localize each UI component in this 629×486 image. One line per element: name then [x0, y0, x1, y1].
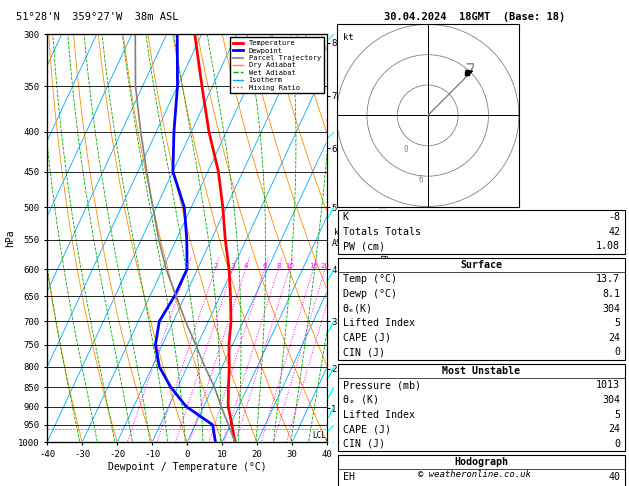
Text: 20: 20	[321, 263, 330, 269]
Text: CAPE (J): CAPE (J)	[343, 333, 391, 343]
Text: 24: 24	[608, 424, 620, 434]
Text: Totals Totals: Totals Totals	[343, 227, 421, 237]
Text: Surface: Surface	[460, 260, 503, 270]
Text: 304: 304	[602, 395, 620, 405]
Text: PW (cm): PW (cm)	[343, 242, 385, 251]
Text: -8: -8	[608, 212, 620, 222]
Text: 51°28'N  359°27'W  38m ASL: 51°28'N 359°27'W 38m ASL	[16, 12, 179, 22]
Text: 42: 42	[608, 227, 620, 237]
Text: 304: 304	[602, 304, 620, 313]
Text: EH: EH	[343, 472, 355, 482]
Text: CAPE (J): CAPE (J)	[343, 424, 391, 434]
Text: θₑ (K): θₑ (K)	[343, 395, 379, 405]
Text: θₑ(K): θₑ(K)	[343, 304, 373, 313]
Text: CIN (J): CIN (J)	[343, 439, 385, 449]
Text: Most Unstable: Most Unstable	[442, 366, 521, 376]
Text: 30.04.2024  18GMT  (Base: 18): 30.04.2024 18GMT (Base: 18)	[384, 12, 565, 22]
Text: © weatheronline.co.uk: © weatheronline.co.uk	[418, 469, 532, 479]
Text: CIN (J): CIN (J)	[343, 347, 385, 357]
Text: 4: 4	[243, 263, 248, 269]
Text: 1.08: 1.08	[596, 242, 620, 251]
Text: 40: 40	[608, 472, 620, 482]
X-axis label: Dewpoint / Temperature (°C): Dewpoint / Temperature (°C)	[108, 462, 267, 472]
Y-axis label: hPa: hPa	[5, 229, 15, 247]
Text: 5: 5	[614, 318, 620, 328]
Text: 8: 8	[276, 263, 281, 269]
Text: 0: 0	[614, 347, 620, 357]
Text: K: K	[343, 212, 349, 222]
Text: 5: 5	[614, 410, 620, 419]
Text: 1013: 1013	[596, 381, 620, 390]
Text: LCL: LCL	[312, 431, 326, 440]
Text: 1: 1	[185, 263, 189, 269]
Y-axis label: km
ASL: km ASL	[332, 228, 347, 248]
Text: Hodograph: Hodograph	[455, 457, 508, 467]
Text: 13.7: 13.7	[596, 275, 620, 284]
Text: 6: 6	[262, 263, 267, 269]
Text: Pressure (mb): Pressure (mb)	[343, 381, 421, 390]
Text: Lifted Index: Lifted Index	[343, 318, 415, 328]
Text: 6: 6	[419, 175, 423, 184]
Text: Dewp (°C): Dewp (°C)	[343, 289, 397, 299]
Text: 0: 0	[614, 439, 620, 449]
Text: 8.1: 8.1	[602, 289, 620, 299]
Text: 2: 2	[213, 263, 218, 269]
Text: 10: 10	[285, 263, 294, 269]
Y-axis label: Mixing Ratio (g/kg): Mixing Ratio (g/kg)	[381, 194, 389, 282]
Text: kt: kt	[343, 34, 353, 42]
Text: 3: 3	[230, 263, 235, 269]
Legend: Temperature, Dewpoint, Parcel Trajectory, Dry Adiabat, Wet Adiabat, Isotherm, Mi: Temperature, Dewpoint, Parcel Trajectory…	[230, 37, 323, 93]
Text: Lifted Index: Lifted Index	[343, 410, 415, 419]
Text: 24: 24	[608, 333, 620, 343]
Text: 16: 16	[309, 263, 318, 269]
Text: 0: 0	[403, 145, 408, 154]
Text: Temp (°C): Temp (°C)	[343, 275, 397, 284]
